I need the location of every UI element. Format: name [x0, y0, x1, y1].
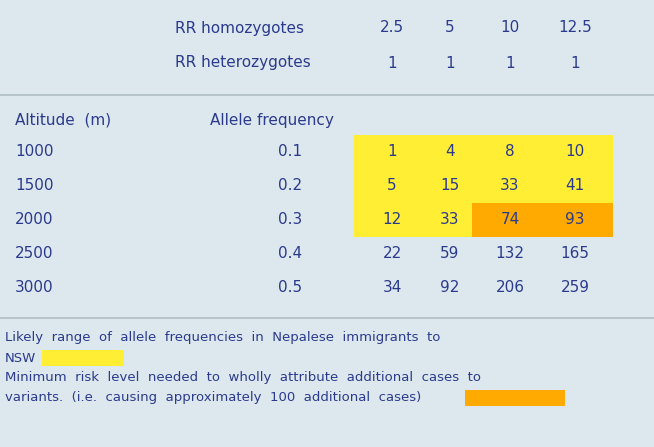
Text: RR homozygotes: RR homozygotes — [175, 21, 304, 35]
Text: 74: 74 — [500, 212, 520, 228]
Bar — [465, 390, 565, 406]
Text: 34: 34 — [383, 281, 402, 295]
Text: 3000: 3000 — [15, 281, 54, 295]
Text: 59: 59 — [440, 246, 460, 261]
Bar — [354, 203, 613, 237]
Text: RR heterozygotes: RR heterozygotes — [175, 55, 311, 71]
Text: 165: 165 — [560, 246, 589, 261]
Text: 0.2: 0.2 — [278, 178, 302, 194]
Text: 206: 206 — [496, 281, 525, 295]
Text: 15: 15 — [440, 178, 460, 194]
Text: 10: 10 — [500, 21, 520, 35]
Bar — [42, 350, 124, 366]
Text: 93: 93 — [565, 212, 585, 228]
Text: 10: 10 — [565, 144, 585, 160]
Text: 1: 1 — [505, 55, 515, 71]
Text: 1: 1 — [387, 144, 397, 160]
Text: 0.1: 0.1 — [278, 144, 302, 160]
Text: 41: 41 — [565, 178, 585, 194]
Text: 0.4: 0.4 — [278, 246, 302, 261]
Text: 1000: 1000 — [15, 144, 54, 160]
Text: 1: 1 — [387, 55, 397, 71]
Text: 33: 33 — [440, 212, 460, 228]
Text: 12.5: 12.5 — [558, 21, 592, 35]
Text: 5: 5 — [445, 21, 455, 35]
Text: 5: 5 — [387, 178, 397, 194]
Text: 22: 22 — [383, 246, 402, 261]
Text: 132: 132 — [496, 246, 525, 261]
Text: 0.5: 0.5 — [278, 281, 302, 295]
Text: 2000: 2000 — [15, 212, 54, 228]
Text: 259: 259 — [560, 281, 589, 295]
Text: Altitude  (m): Altitude (m) — [15, 113, 111, 127]
Text: 1: 1 — [570, 55, 580, 71]
Text: Allele frequency: Allele frequency — [210, 113, 334, 127]
Text: 33: 33 — [500, 178, 520, 194]
Text: 2.5: 2.5 — [380, 21, 404, 35]
Text: variants.  (i.e.  causing  approximately  100  additional  cases): variants. (i.e. causing approximately 10… — [5, 392, 421, 405]
Text: 0.3: 0.3 — [278, 212, 302, 228]
Text: 12: 12 — [383, 212, 402, 228]
Text: NSW: NSW — [5, 351, 36, 364]
Bar — [472, 203, 613, 237]
Text: 8: 8 — [505, 144, 515, 160]
Text: Likely  range  of  allele  frequencies  in  Nepalese  immigrants  to: Likely range of allele frequencies in Ne… — [5, 332, 440, 345]
Text: 4: 4 — [445, 144, 455, 160]
Text: 1500: 1500 — [15, 178, 54, 194]
Text: 2500: 2500 — [15, 246, 54, 261]
Text: Minimum  risk  level  needed  to  wholly  attribute  additional  cases  to: Minimum risk level needed to wholly attr… — [5, 371, 481, 384]
Text: 1: 1 — [445, 55, 455, 71]
Text: 92: 92 — [440, 281, 460, 295]
Bar — [354, 169, 613, 203]
Bar — [354, 135, 613, 169]
